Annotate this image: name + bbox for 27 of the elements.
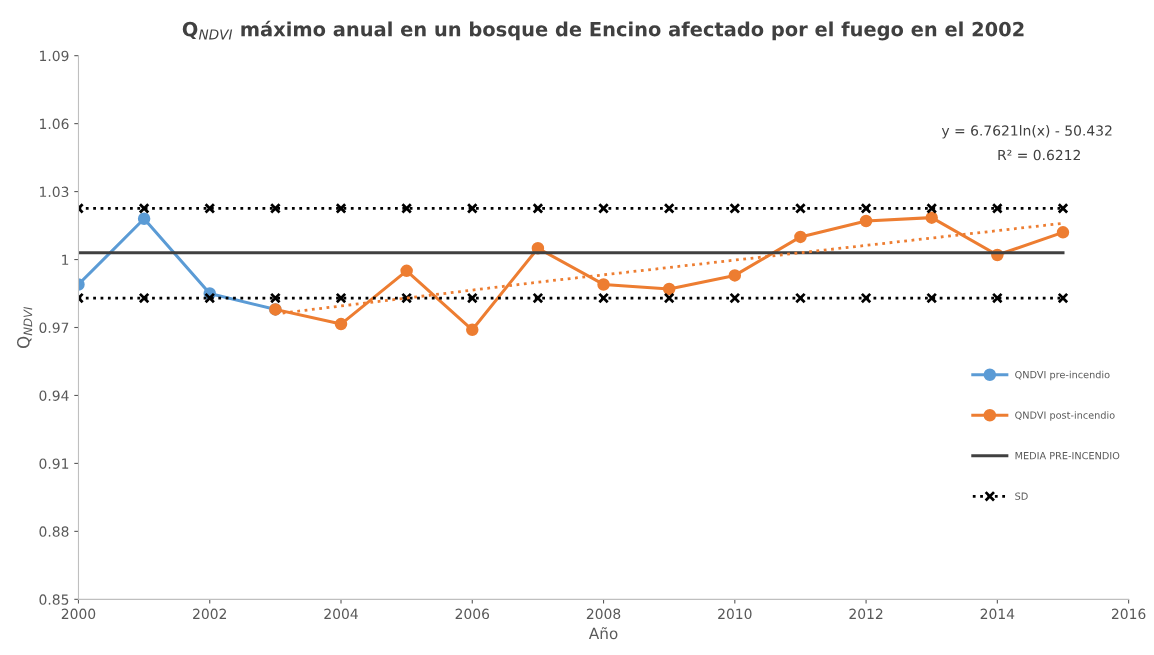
x-axis-title: Año: [588, 627, 618, 640]
x-tick-label: 2006: [455, 608, 490, 620]
y-tick-label: 1: [62, 254, 69, 265]
x-tick-label: 2004: [324, 608, 358, 620]
y-tick-label: 1.09: [40, 50, 69, 62]
annotation: y = 6.7621ln(x) - 50.432: [941, 125, 1112, 139]
x-tick-label: 2012: [849, 608, 883, 620]
x-tick-label: 2000: [61, 608, 96, 620]
x-tick-label: 2014: [980, 608, 1015, 620]
x-tick-label: 2002: [193, 608, 227, 620]
x-tick-label: 2010: [718, 608, 752, 620]
legend-label: SD: [1015, 492, 1028, 500]
x-tick-label: 2008: [586, 608, 621, 620]
y-tick-label: 0.97: [39, 322, 69, 333]
legend-label: QNDVI post-incendio: [1015, 411, 1115, 421]
y-tick-label: 0.88: [39, 526, 69, 537]
y-axis-title: Q$_{NDVI}$: [17, 306, 33, 349]
y-tick-label: 0.94: [39, 390, 69, 401]
chart-title: Q$_{NDVI}$ máximo anual en un bosque de Encino afectado por el fuego en el 2002: [182, 20, 1024, 41]
legend-label: QNDVI pre-incendio: [1015, 370, 1110, 381]
legend-label: MEDIA PRE-INCENDIO: [1015, 451, 1120, 460]
x-tick-label: 2016: [1111, 608, 1146, 620]
y-tick-label: 0.85: [39, 594, 69, 605]
y-tick-label: 1.03: [40, 186, 69, 198]
y-tick-label: 0.91: [39, 458, 69, 469]
y-tick-label: 1.06: [40, 118, 69, 130]
annotation: R² = 0.6212: [998, 149, 1080, 161]
